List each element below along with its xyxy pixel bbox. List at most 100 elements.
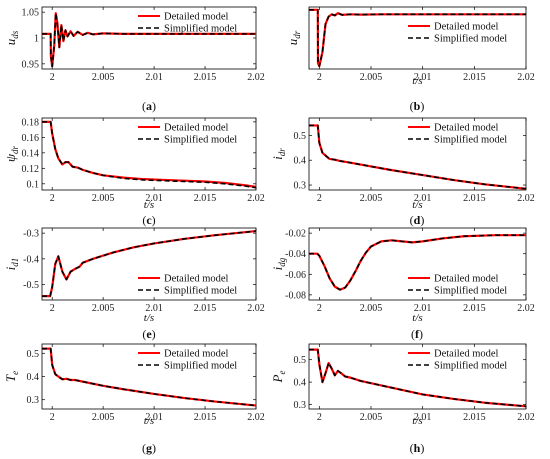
x-tick-label: 2.02 (247, 72, 265, 83)
y-tick-label: -0.02 (285, 229, 306, 240)
x-tick-label: 2 (50, 72, 55, 83)
legend-label-detailed: Detailed model (434, 274, 499, 285)
panel-label: (d) (410, 213, 425, 227)
x-tick-label: 2.01 (145, 412, 163, 423)
y-axis-label: uds (3, 30, 20, 45)
y-axis-label-subscript: dr (10, 145, 20, 154)
panel-label: (a) (142, 99, 156, 113)
axes-frame (308, 6, 527, 70)
x-tick-label: 2.005 (360, 193, 383, 204)
axes-frame (308, 227, 527, 301)
panel-label-letter: g (146, 441, 152, 455)
y-tick-label: -0.4 (23, 254, 39, 265)
axes-frame (41, 227, 257, 301)
x-tick-label: 2.005 (360, 72, 383, 83)
panel-label-letter: b (414, 99, 421, 113)
series-line-simplified (42, 12, 256, 68)
x-tick-label: 2.01 (414, 412, 432, 423)
series-line-simplified (42, 347, 256, 407)
panel-c: 2 2.005 2.01 2.015 2.02 0.1 0.12 0.14 0.16 0.18 ψd… (3, 117, 265, 227)
y-axis-label-subscript: ds (10, 30, 20, 39)
y-tick-label: 0.4 (294, 378, 307, 389)
x-tick-label: 2.005 (360, 303, 383, 314)
y-tick-label: 0.3 (294, 400, 307, 411)
y-axis-label-main: i (3, 266, 18, 270)
x-tick-label: 2 (50, 412, 55, 423)
legend-label-simplified: Simplified model (164, 361, 237, 372)
y-axis-label-main: P (270, 374, 285, 383)
y-axis-label: Te (3, 371, 20, 382)
y-tick-label: 0.5 (294, 131, 307, 142)
panel-g: 2 2.005 2.01 2.015 2.02 0.3 0.4 0.5 Te t/s Detaile… (3, 343, 265, 455)
x-tick-label: 2.015 (194, 193, 217, 204)
axes-frame (41, 117, 257, 191)
y-axis-label: idg (270, 257, 287, 270)
x-tick-label: 2.01 (145, 303, 163, 314)
panel-b: 2 2.005 2.01 2.015 2.02 udr t/s Detailed modelS… (285, 6, 535, 113)
x-tick-label: 2.01 (414, 72, 432, 83)
series-line-simplified (309, 348, 526, 408)
legend-label-detailed: Detailed model (164, 274, 229, 285)
legend-label-detailed: Detailed model (164, 123, 229, 134)
y-tick-label: 0.4 (294, 156, 307, 167)
x-tick-label: 2.015 (463, 303, 486, 314)
y-axis-label-subscript: d1 (10, 258, 20, 267)
y-axis-label-subscript: dr (292, 30, 302, 39)
panel-label: (h) (410, 441, 425, 455)
x-tick-label: 2 (317, 72, 322, 83)
x-axis-label: t/s (412, 312, 422, 324)
x-tick-label: 2.015 (194, 412, 217, 423)
series-line-simplified (42, 121, 256, 189)
panel-label: (g) (142, 441, 156, 455)
y-tick-label: 1.05 (22, 8, 40, 19)
x-tick-label: 2.02 (247, 412, 265, 423)
y-tick-label: 0.16 (22, 133, 40, 144)
panel-h: 2 2.005 2.01 2.015 2.02 0.3 0.4 0.5 Pe t/s Detaile… (270, 343, 535, 455)
x-axis-label: t/s (412, 199, 422, 211)
x-tick-label: 2.005 (92, 72, 115, 83)
panel-label: (e) (142, 327, 155, 341)
legend-label-detailed: Detailed model (164, 12, 229, 23)
x-tick-label: 2.02 (517, 193, 535, 204)
y-tick-label: 1 (34, 34, 39, 45)
legend-label-detailed: Detailed model (434, 349, 499, 360)
x-tick-label: 2 (50, 303, 55, 314)
panel-f: 2 2.005 2.01 2.015 2.02 -0.08 -0.06 -0.04 -0.02 i… (270, 227, 535, 341)
y-axis-label-main: u (3, 38, 18, 45)
panel-label-letter: c (146, 213, 152, 227)
panel-a: 2 2.005 2.01 2.015 2.020.9511.05udsDetailed … (3, 6, 265, 113)
x-tick-label: 2.02 (517, 303, 535, 314)
x-tick-label: 2.015 (463, 412, 486, 423)
x-tick-label: 2.02 (517, 412, 535, 423)
axes-frame (308, 117, 527, 191)
x-axis-label: t/s (144, 415, 154, 427)
panel-label: (f) (411, 327, 423, 341)
x-tick-label: 2.01 (145, 72, 163, 83)
panel-label: (b) (410, 99, 425, 113)
y-axis-label-subscript: dg (277, 257, 287, 267)
y-tick-label: 0.18 (22, 117, 40, 128)
x-tick-label: 2.02 (247, 193, 265, 204)
y-axis-label: id1 (3, 258, 20, 271)
series-line-simplified (42, 230, 256, 297)
y-tick-label: 0.14 (22, 148, 40, 159)
x-tick-label: 2.005 (92, 412, 115, 423)
x-tick-label: 2.01 (145, 193, 163, 204)
panel-label-letter: e (146, 327, 152, 341)
x-tick-label: 2.005 (360, 412, 383, 423)
legend-label-detailed: Detailed model (164, 349, 229, 360)
y-tick-label: -0.3 (23, 229, 39, 240)
x-axis-label: t/s (144, 312, 154, 324)
x-tick-label: 2.005 (92, 193, 115, 204)
y-axis-label-subscript: e (277, 371, 287, 375)
x-tick-label: 2.01 (414, 303, 432, 314)
y-tick-label: 0.3 (294, 181, 307, 192)
y-tick-label: 0.95 (22, 59, 40, 70)
legend-label-simplified: Simplified model (434, 361, 507, 372)
